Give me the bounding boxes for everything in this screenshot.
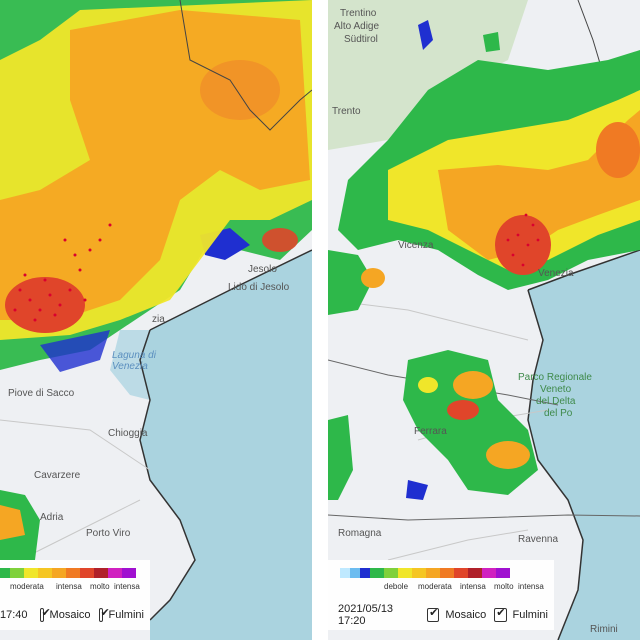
lightning-strikes — [506, 213, 540, 267]
coastline — [527, 249, 640, 291]
mountain-area — [328, 0, 528, 150]
road-line — [328, 299, 529, 341]
sea-area — [140, 250, 312, 640]
color-scale — [0, 568, 136, 578]
place-label: Lido di Jesolo — [228, 282, 290, 293]
mosaico-label: Mosaico — [445, 609, 487, 621]
place-label: Ravenna — [518, 534, 559, 545]
place-label: Venezia — [538, 268, 574, 279]
place-label: Südtirol — [344, 34, 378, 45]
place-label: Trento — [332, 106, 361, 117]
legend-label: intensa — [518, 582, 544, 591]
rain-intense-area — [361, 268, 385, 288]
left-map[interactable] — [0, 0, 312, 640]
rain-very-intense-area — [447, 400, 479, 420]
legend-label: moderata — [418, 582, 452, 591]
timestamp: 2021/05/13 17:20 — [338, 603, 394, 627]
lightning-strikes — [13, 223, 112, 322]
legend: moderata intensa molto intensa — [0, 560, 150, 600]
rain-moderate-area — [418, 377, 438, 393]
rain-intense-area — [486, 441, 530, 469]
mosaico-checkbox[interactable] — [427, 606, 440, 622]
color-scale — [340, 568, 510, 578]
place-label: del Delta — [536, 396, 576, 407]
rain-weak-area — [406, 480, 428, 500]
legend-label: molto — [90, 582, 110, 591]
left-radar-panel[interactable]: Jesolo Lido di Jesolo Laguna di Venezia … — [0, 0, 312, 640]
rain-intense-area — [200, 60, 280, 120]
place-label: Rimini — [590, 624, 618, 635]
place-label: Parco Regionale — [518, 372, 592, 383]
legend-label: debole — [384, 582, 409, 591]
right-map[interactable] — [328, 0, 640, 640]
road-line — [387, 529, 529, 561]
rain-light-area — [483, 32, 500, 52]
place-label: Vicenza — [398, 240, 434, 251]
fulmini-label: Fulmini — [108, 609, 144, 621]
fulmini-checkbox[interactable] — [98, 606, 110, 622]
fulmini-checkbox[interactable] — [494, 606, 507, 622]
place-label: Alto Adige — [334, 21, 380, 32]
rain-light-area — [328, 415, 353, 500]
place-label: Chioggia — [108, 428, 148, 439]
place-label: Laguna di Venezia — [112, 350, 156, 372]
rain-very-intense-area — [495, 215, 551, 275]
rain-light-area — [328, 250, 373, 315]
place-label: Adria — [40, 512, 64, 523]
legend-label: moderata — [10, 582, 44, 591]
controls-bar: 2021/05/13 17:20 Mosaico Fulmini — [328, 600, 554, 630]
rain-intense-area — [0, 505, 25, 540]
road-line — [19, 499, 141, 561]
place-label: zia — [152, 314, 165, 325]
rain-intense-area — [596, 122, 640, 178]
legend-label: intensa — [56, 582, 82, 591]
legend-label: molto — [494, 582, 514, 591]
timestamp: 17:40 — [0, 609, 28, 621]
legend-label: intensa — [460, 582, 486, 591]
rain-very-intense-area — [262, 228, 298, 252]
right-radar-panel[interactable]: Trentino Alto Adige Südtirol Trento Vice… — [328, 0, 640, 640]
mosaico-checkbox[interactable] — [39, 606, 51, 622]
place-label: Romagna — [338, 528, 382, 539]
rain-very-intense-area — [5, 277, 85, 333]
place-label: Cavarzere — [34, 470, 81, 481]
rain-intense-area — [453, 371, 493, 399]
place-label: Ferrara — [414, 426, 447, 437]
legend-label: intensa — [114, 582, 140, 591]
mosaico-label: Mosaico — [49, 609, 91, 621]
controls-bar: 17:40 Mosaico Fulmini — [0, 600, 150, 630]
admin-border — [328, 514, 640, 521]
place-label: Veneto — [540, 384, 572, 395]
rain-intense-area — [438, 110, 640, 260]
rain-weak-area — [418, 20, 433, 50]
place-label: Trentino — [340, 8, 377, 19]
lagoon-area — [110, 330, 150, 400]
legend: debole moderata intensa molto intensa — [328, 560, 554, 600]
coastline — [139, 249, 312, 621]
place-label: Jesolo — [248, 264, 277, 275]
place-label: del Po — [544, 408, 573, 419]
panel-divider — [312, 0, 328, 640]
admin-border — [179, 0, 312, 131]
place-label: Porto Viro — [86, 528, 131, 539]
road-line — [0, 419, 151, 471]
rain-weak-area — [40, 330, 110, 372]
fulmini-label: Fulmini — [512, 609, 548, 621]
place-label: Piove di Sacco — [8, 388, 75, 399]
coastline — [527, 289, 584, 640]
sea-area — [528, 250, 640, 640]
